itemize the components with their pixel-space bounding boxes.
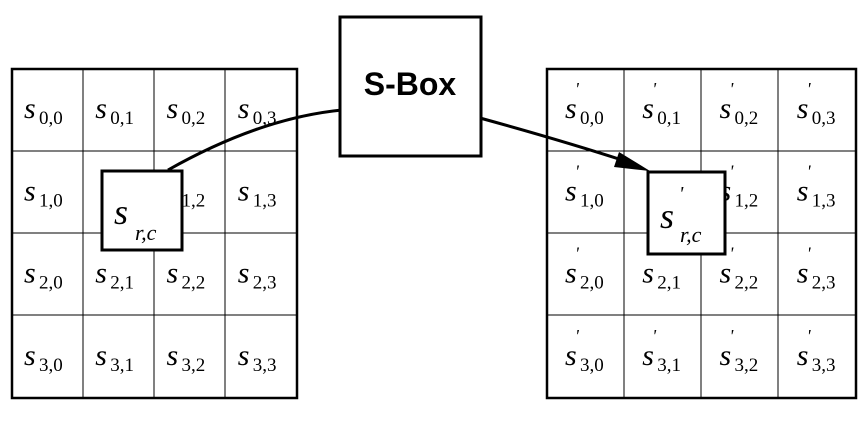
output-cell-subscript: 2,3	[812, 273, 836, 294]
output-cell-prime: '	[730, 161, 735, 181]
output-cell-subscript: 0,3	[812, 108, 836, 129]
input-cell-subscript: 1,2	[182, 190, 206, 211]
output-cell-prime: '	[730, 79, 735, 99]
output-cell-letter: s	[565, 257, 577, 290]
output-cell-letter: s	[720, 339, 732, 372]
output-highlight-cell: s ' r,c	[646, 170, 727, 256]
output-cell-letter: s	[797, 257, 809, 290]
input-cell-letter: s	[95, 257, 107, 290]
input-cell-subscript: 2,1	[110, 273, 134, 294]
output-cell-subscript: 3,2	[735, 355, 759, 376]
sbox-rect	[338, 15, 483, 158]
sbox: S-Box	[338, 15, 483, 158]
output-connector-curve	[479, 116, 623, 162]
input-cell-letter: s	[24, 92, 36, 125]
input-cell-letter: s	[24, 174, 36, 207]
output-cell-letter: s	[720, 257, 732, 290]
output-cell-prime: '	[807, 326, 812, 346]
input-connector-curve	[167, 108, 343, 172]
input-cell-letter: s	[95, 339, 107, 372]
arrowhead-icon	[614, 152, 650, 171]
output-cell-letter: s	[720, 92, 732, 125]
output-cell-prime: '	[575, 161, 580, 181]
output-cell-prime: '	[807, 244, 812, 264]
output-cell-letter: s	[565, 174, 577, 207]
output-cell-subscript: 3,0	[580, 355, 604, 376]
input-cell-subscript: 2,3	[253, 273, 277, 294]
input-cell-letter: s	[238, 92, 250, 125]
sbox-label: S-Box	[364, 66, 457, 102]
input-state-grid: s0,0s0,1s0,2s0,3s1,0s1,2s1,3s2,0s2,1s2,2…	[10, 67, 299, 400]
output-cell-subscript: 1,2	[735, 190, 759, 211]
output-cell-subscript: 1,3	[812, 190, 836, 211]
output-cell-subscript: 2,1	[657, 273, 681, 294]
output-highlight-prime: '	[679, 183, 684, 205]
output-cell-prime: '	[730, 326, 735, 346]
output-cell-prime: '	[807, 161, 812, 181]
output-highlight-subscript: r,c	[680, 222, 702, 247]
output-cell-letter: s	[797, 92, 809, 125]
output-cell-prime: '	[652, 79, 657, 99]
input-cell-letter: s	[24, 339, 36, 372]
input-cell-subscript: 1,0	[39, 190, 63, 211]
input-cell-letter: s	[238, 339, 250, 372]
input-cell-subscript: 3,3	[253, 355, 277, 376]
output-cell-letter: s	[642, 339, 654, 372]
input-cell-subscript: 1,3	[253, 190, 277, 211]
input-cell-subscript: 3,0	[39, 355, 63, 376]
output-cell-prime: '	[575, 79, 580, 99]
output-cell-subscript: 3,3	[812, 355, 836, 376]
input-cell-letter: s	[95, 92, 107, 125]
input-cell-subscript: 2,2	[182, 273, 206, 294]
input-cell-subscript: 0,0	[39, 108, 63, 129]
input-highlight-subscript: r,c	[135, 220, 157, 245]
input-cell-letter: s	[238, 174, 250, 207]
output-cell-letter: s	[797, 339, 809, 372]
output-cell-letter: s	[642, 92, 654, 125]
input-cell-subscript: 3,2	[182, 355, 206, 376]
input-highlight-cell: s r,c	[100, 169, 184, 252]
output-highlight-letter: s	[660, 196, 674, 236]
output-highlight-box	[646, 170, 727, 256]
output-cell-subscript: 0,2	[735, 108, 759, 129]
output-cell-prime: '	[807, 79, 812, 99]
input-highlight-letter: s	[114, 192, 128, 232]
output-cell-prime: '	[730, 244, 735, 264]
output-cell-letter: s	[642, 257, 654, 290]
input-cell-subscript: 2,0	[39, 273, 63, 294]
input-cell-letter: s	[167, 257, 179, 290]
output-cell-prime: '	[575, 244, 580, 264]
output-cell-subscript: 2,2	[735, 273, 759, 294]
input-cell-subscript: 0,2	[182, 108, 206, 129]
output-cell-subscript: 2,0	[580, 273, 604, 294]
output-cell-subscript: 1,0	[580, 190, 604, 211]
output-cell-subscript: 0,1	[657, 108, 681, 129]
output-cell-prime: '	[652, 326, 657, 346]
output-cell-prime: '	[575, 326, 580, 346]
output-cell-letter: s	[797, 174, 809, 207]
input-highlight-box	[100, 169, 184, 252]
input-cell-letter: s	[238, 257, 250, 290]
input-cell-letter: s	[167, 339, 179, 372]
input-cell-subscript: 0,1	[110, 108, 134, 129]
output-cell-subscript: 3,1	[657, 355, 681, 376]
input-cell-letter: s	[24, 257, 36, 290]
input-cell-subscript: 3,1	[110, 355, 134, 376]
input-cell-letter: s	[167, 92, 179, 125]
output-cell-subscript: 0,0	[580, 108, 604, 129]
output-cell-letter: s	[565, 339, 577, 372]
output-cell-letter: s	[565, 92, 577, 125]
